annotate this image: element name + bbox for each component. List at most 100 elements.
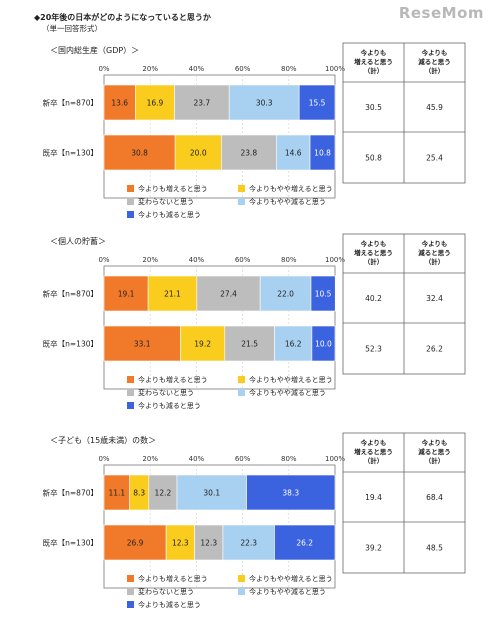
data-label: 13.6 [111, 99, 128, 108]
data-label: 30.1 [203, 489, 220, 498]
legend-swatch [127, 402, 134, 409]
table-cell: 25.4 [426, 154, 443, 163]
legend-label: 今よりもやや増えると思う [249, 574, 333, 583]
x-tick-label: 60% [235, 455, 251, 463]
data-label: 8.3 [133, 489, 145, 498]
legend-swatch [238, 389, 245, 396]
legend-label: 今よりも減ると思う [138, 401, 201, 410]
x-tick-label: 100% [325, 455, 345, 463]
table-cell: 19.4 [365, 493, 382, 502]
x-tick-label: 80% [281, 65, 297, 73]
brand-logo: ReseMom [398, 4, 484, 22]
x-tick-label: 0% [98, 256, 109, 264]
legend-label: 今よりも減ると思う [138, 210, 201, 219]
bar-segment [103, 325, 181, 362]
table-cell: 48.5 [426, 544, 443, 553]
legend-swatch [238, 198, 245, 205]
table-cell: 50.8 [365, 154, 382, 163]
legend-swatch [127, 198, 134, 205]
data-label: 38.3 [282, 489, 299, 498]
data-label: 30.8 [131, 149, 148, 158]
bar-segment [274, 325, 313, 362]
data-label: 19.2 [194, 340, 211, 349]
legend-swatch [127, 588, 134, 595]
bar-segment [174, 84, 230, 121]
data-label: 26.2 [296, 539, 313, 548]
data-label: 16.2 [285, 340, 302, 349]
data-label: 12.3 [172, 539, 189, 548]
row-label: 既卒【n=130】 [43, 148, 98, 158]
table-header: 今よりも減ると思う（計） [418, 48, 451, 75]
page-title: ◆20年後の日本がどのようになっていると思うか [34, 13, 211, 22]
chart-panel-3: ＜子ども（15歳未満）の数＞ 0% 20% 40% 60% 80% 100% 新卒【n=870… [43, 432, 466, 609]
legend-swatch [238, 185, 245, 192]
legend-swatch [127, 389, 134, 396]
data-label: 19.1 [118, 290, 135, 299]
x-tick-label: 0% [98, 65, 109, 73]
chart-title: ＜国内総生産（GDP）＞ [50, 45, 139, 55]
table-header: 今よりも増えると思う（計） [354, 438, 393, 465]
legend-swatch [127, 376, 134, 383]
legend-swatch [238, 588, 245, 595]
legend-label: 今よりも増えると思う [138, 184, 208, 193]
data-label: 10.0 [315, 340, 332, 349]
x-tick-label: 40% [189, 65, 205, 73]
table-header: 今よりも減ると思う（計） [418, 239, 451, 266]
x-tick-label: 0% [98, 455, 109, 463]
x-tick-label: 40% [189, 256, 205, 264]
table-cell: 26.2 [426, 345, 443, 354]
x-tick-label: 60% [235, 65, 251, 73]
legend-swatch [127, 211, 134, 218]
data-label: 26.9 [127, 539, 144, 548]
legend-label: 今よりもやや増えると思う [249, 375, 333, 384]
legend-label: 今よりも増えると思う [138, 375, 208, 384]
x-tick-label: 100% [325, 65, 345, 73]
bar-segment [147, 275, 198, 312]
legend-swatch [127, 185, 134, 192]
bar-segment [221, 134, 277, 171]
data-label: 22.3 [240, 539, 257, 548]
x-tick-label: 100% [325, 256, 345, 264]
data-label: 16.9 [147, 99, 164, 108]
data-label: 27.4 [220, 290, 237, 299]
legend-swatch [127, 601, 134, 608]
data-label: 23.7 [193, 99, 210, 108]
x-tick-label: 20% [142, 256, 158, 264]
legend-label: 今よりもやや減ると思う [249, 587, 326, 596]
bar-segment [311, 325, 336, 362]
legend-swatch [238, 376, 245, 383]
table-cell: 30.5 [365, 103, 382, 112]
x-tick-label: 80% [281, 455, 297, 463]
row-label: 新卒【n=870】 [43, 98, 98, 108]
bar-segment [274, 524, 336, 561]
data-label: 15.5 [309, 99, 326, 108]
bar-segment [310, 275, 336, 312]
chart-title: ＜子ども（15歳未満）の数＞ [50, 435, 156, 445]
row-label: 既卒【n=130】 [43, 339, 98, 349]
legend-label: 今よりもやや減ると思う [249, 388, 326, 397]
row-label: 新卒【n=870】 [43, 289, 98, 299]
bar-segment [298, 84, 336, 121]
bar-segment [246, 474, 336, 511]
legend-label: 今よりもやや増えると思う [249, 184, 333, 193]
table-header: 今よりも増えると思う（計） [354, 239, 393, 266]
bar-segment [276, 134, 311, 171]
bar-segment [103, 84, 136, 121]
bar-segment [103, 524, 167, 561]
row-label: 新卒【n=870】 [43, 488, 98, 498]
table-header: 今よりも減ると思う（計） [418, 438, 451, 465]
data-label: 30.3 [256, 99, 273, 108]
data-label: 22.0 [277, 290, 294, 299]
table-cell: 40.2 [365, 294, 382, 303]
x-tick-label: 40% [189, 455, 205, 463]
chart-title: ＜個人の貯蓄＞ [50, 236, 106, 246]
data-label: 14.6 [285, 149, 302, 158]
table-cell: 32.4 [426, 294, 443, 303]
table-cell: 45.9 [426, 103, 443, 112]
x-tick-label: 80% [281, 256, 297, 264]
data-label: 33.1 [134, 340, 151, 349]
page-subtitle: （単一回答形式） [42, 24, 102, 33]
x-tick-label: 60% [235, 256, 251, 264]
